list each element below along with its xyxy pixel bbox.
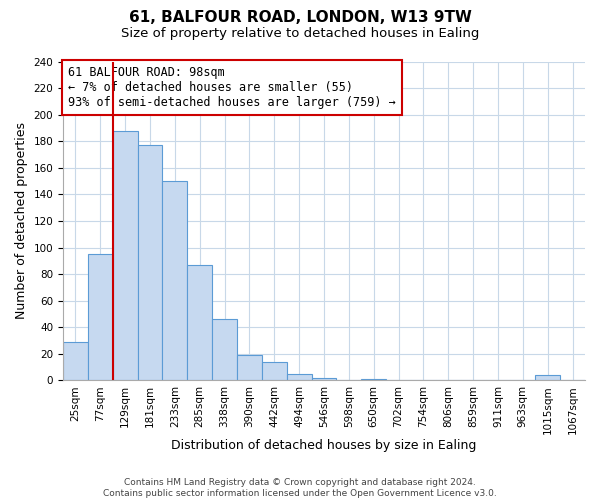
Bar	[535, 375, 560, 380]
Text: Size of property relative to detached houses in Ealing: Size of property relative to detached ho…	[121, 28, 479, 40]
Bar	[187, 265, 212, 380]
Text: 61, BALFOUR ROAD, LONDON, W13 9TW: 61, BALFOUR ROAD, LONDON, W13 9TW	[128, 10, 472, 25]
Bar	[287, 374, 311, 380]
Bar	[237, 355, 262, 380]
Bar	[262, 362, 287, 380]
Bar	[163, 181, 187, 380]
Bar	[361, 379, 386, 380]
X-axis label: Distribution of detached houses by size in Ealing: Distribution of detached houses by size …	[172, 440, 477, 452]
Bar	[311, 378, 337, 380]
Y-axis label: Number of detached properties: Number of detached properties	[15, 122, 28, 320]
Text: Contains HM Land Registry data © Crown copyright and database right 2024.
Contai: Contains HM Land Registry data © Crown c…	[103, 478, 497, 498]
Bar	[212, 320, 237, 380]
Bar	[113, 130, 137, 380]
Text: 61 BALFOUR ROAD: 98sqm
← 7% of detached houses are smaller (55)
93% of semi-deta: 61 BALFOUR ROAD: 98sqm ← 7% of detached …	[68, 66, 396, 110]
Bar	[137, 145, 163, 380]
Bar	[63, 342, 88, 380]
Bar	[88, 254, 113, 380]
